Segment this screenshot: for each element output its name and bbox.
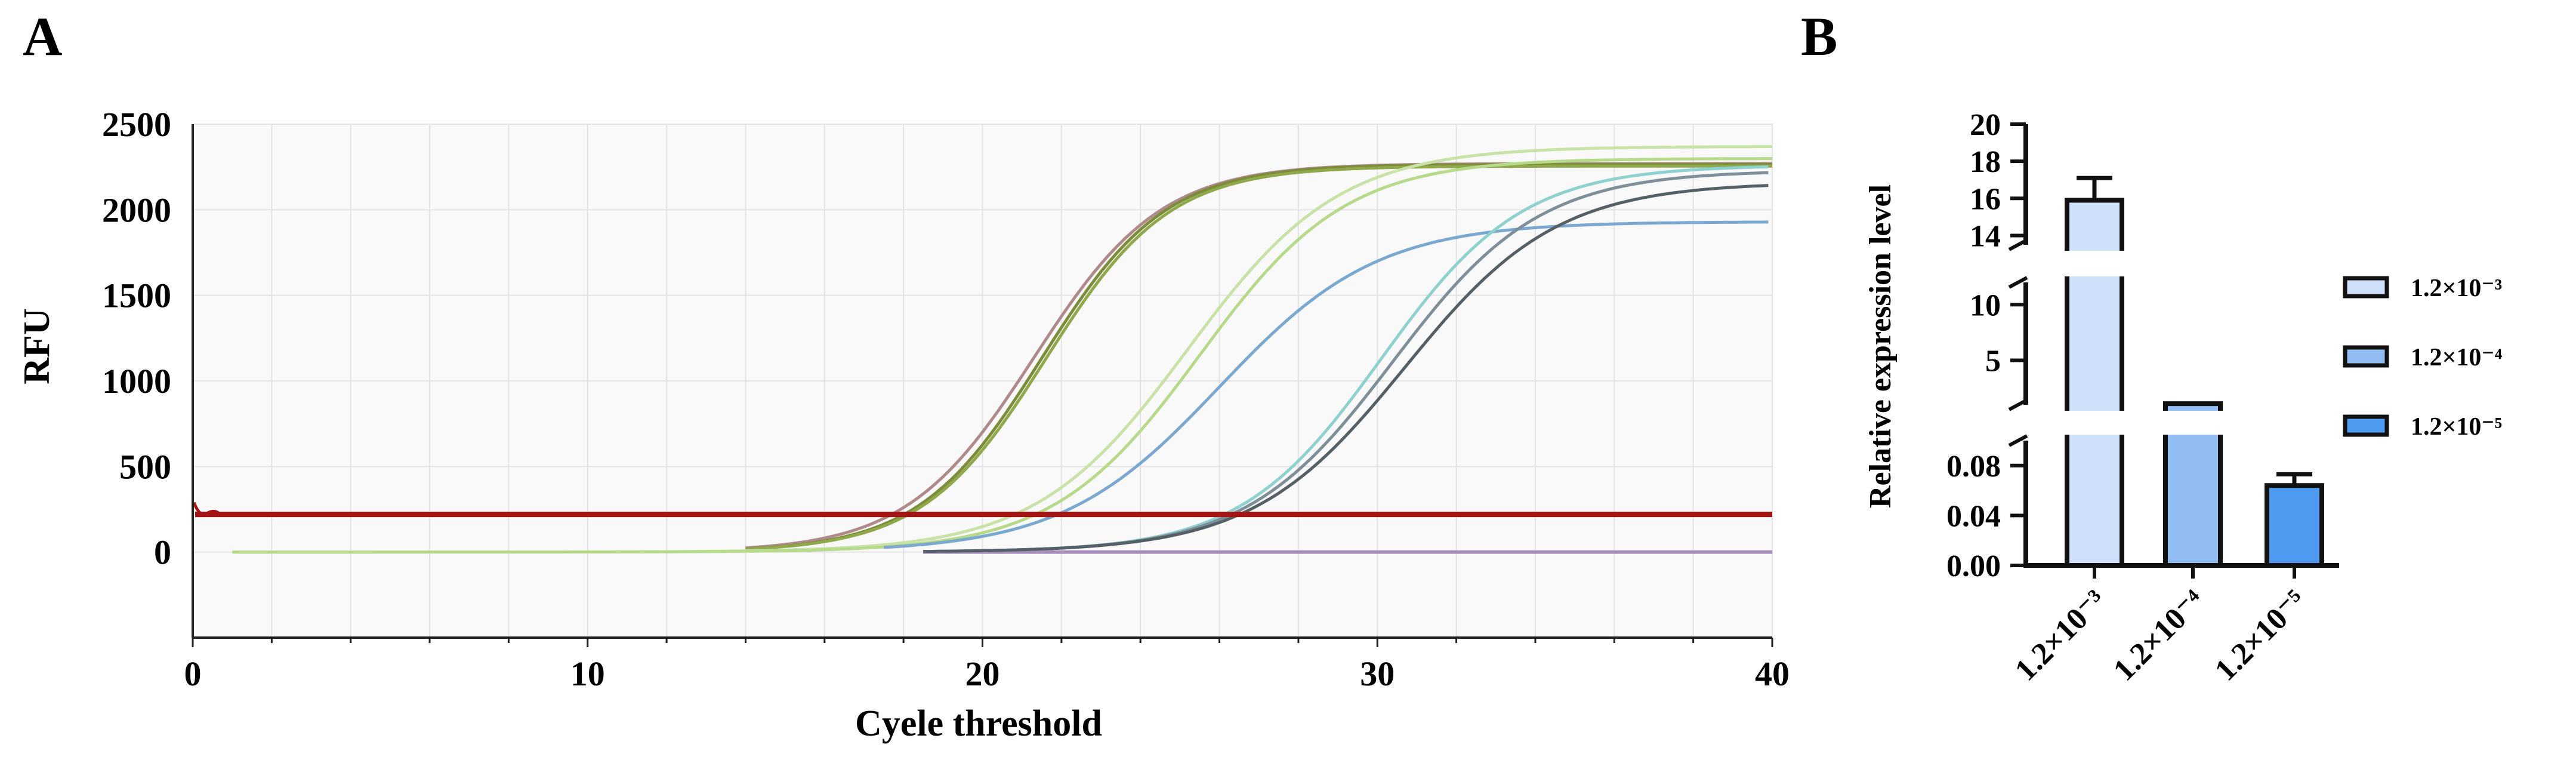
amplification-curve-6 (883, 220, 1769, 549)
legend-swatch-3 (2343, 414, 2389, 437)
panel-a-x-axis-title: Cyele threshold (855, 703, 1102, 744)
legend-label-2: 1.2×10⁻⁴ (2411, 344, 2503, 371)
axis-break-mark (2008, 276, 2028, 289)
legend-label-3: 1.2×10⁻⁵ (2411, 413, 2502, 441)
panel-b-axes (2008, 124, 2339, 579)
panel-a-letter: A (23, 6, 62, 67)
y-tick-label: 1500 (102, 276, 171, 315)
axis-break-gap-1 (2028, 411, 2341, 435)
axis-break-mark (2008, 238, 2028, 251)
legend-swatch-1 (2343, 276, 2389, 299)
y-tick-label: 2000 (102, 190, 171, 229)
panel-b-category-labels: 1.2×10⁻³1.2×10⁻⁴1.2×10⁻⁵ (2009, 583, 2312, 688)
y-tick-label: 20 (1970, 108, 2001, 142)
panel-b-legend: 1.2×10⁻³ 1.2×10⁻⁴ 1.2×10⁻⁵ (2343, 275, 2503, 441)
panel-a-tick-labels: 0 500 1000 1500 2000 2500 0 10 20 30 40 (102, 105, 1790, 693)
panel-b-bars (2028, 176, 2341, 568)
x-tick-label: 0 (184, 654, 202, 693)
x-tick-label: 20 (965, 654, 1000, 693)
amplification-curve-9 (923, 184, 1769, 553)
y-tick-label: 5 (1985, 344, 2001, 378)
y-tick-label: 14 (1970, 219, 2001, 253)
legend-swatch-2 (2343, 345, 2389, 368)
x-tick-label: 10 (570, 654, 605, 693)
panel-b-y-axis-title: Relative expression level (1864, 184, 1898, 508)
threshold-line-start (192, 502, 223, 517)
axis-break-gap-2 (2028, 251, 2341, 276)
panel-a-curves (192, 145, 1772, 554)
panel-b-letter: B (1801, 6, 1837, 67)
x-tick-label: 30 (1360, 654, 1395, 693)
category-label-2: 1.2×10⁻⁴ (2107, 583, 2211, 688)
axis-break-mark (2008, 398, 2028, 411)
bar-3 (2265, 483, 2324, 568)
y-tick-label: 10 (1970, 288, 2001, 322)
axis-break-mark (2008, 434, 2028, 447)
amplification-curve-3 (745, 164, 1772, 551)
y-tick-label: 0.04 (1946, 499, 2001, 533)
amplification-curve-5 (232, 157, 1772, 554)
y-tick-label: 0.08 (1946, 450, 2001, 484)
y-tick-label: 1000 (102, 362, 171, 401)
category-label-1: 1.2×10⁻³ (2009, 583, 2112, 687)
y-tick-label: 18 (1970, 145, 2001, 179)
legend-label-1: 1.2×10⁻³ (2411, 275, 2502, 302)
panel-a-grid (192, 124, 1773, 638)
y-tick-label: 2500 (102, 105, 171, 144)
y-tick-label: 500 (119, 447, 171, 486)
panel-a-y-axis-title: RFU (17, 308, 57, 384)
y-tick-label: 0 (154, 533, 171, 572)
category-label-3: 1.2×10⁻⁵ (2208, 583, 2312, 687)
y-tick-label: 0.00 (1946, 549, 2001, 583)
x-tick-label: 40 (1755, 654, 1790, 693)
panel-a-axes (192, 124, 1773, 647)
y-tick-label: 16 (1970, 182, 2001, 216)
panel-a-chart: A 0 500 1000 1500 2000 2500 0 10 20 30 40 Cyele th… (17, 6, 1790, 744)
amplification-curve-2 (745, 162, 1772, 550)
